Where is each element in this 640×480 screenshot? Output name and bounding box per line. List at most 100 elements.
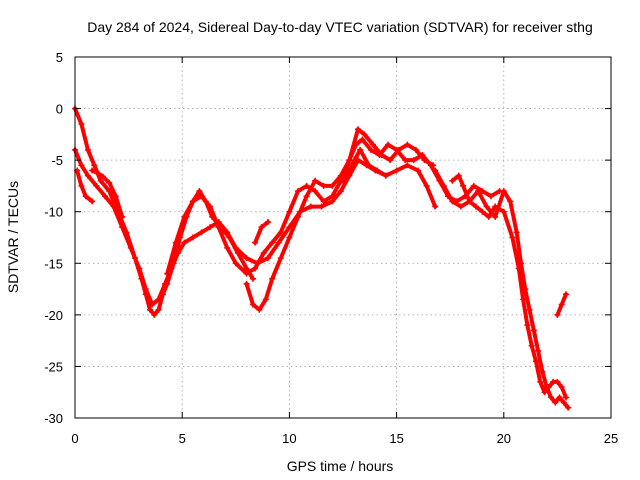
data-point-marker — [460, 182, 467, 189]
data-point-marker — [337, 188, 344, 195]
data-point-marker — [479, 208, 486, 215]
data-point-marker — [556, 394, 563, 401]
x-tick-label: 25 — [604, 431, 618, 446]
data-point-marker — [136, 265, 143, 272]
data-point-marker — [507, 198, 514, 205]
y-tick-label: 0 — [56, 102, 63, 117]
data-point-marker — [252, 265, 259, 272]
series-line — [165, 137, 502, 276]
data-point-marker — [404, 141, 411, 148]
data-point-marker — [393, 167, 400, 174]
data-point-marker — [329, 182, 336, 189]
data-point-marker — [359, 136, 366, 143]
grid-lines — [75, 57, 611, 418]
data-point-marker — [554, 378, 561, 385]
data-point-marker — [455, 172, 462, 179]
series-markers — [252, 219, 271, 246]
data-point-marker — [84, 146, 91, 153]
data-point-marker — [91, 162, 98, 169]
data-point-marker — [258, 224, 265, 231]
data-point-marker — [355, 126, 362, 133]
plot-frame — [74, 56, 612, 419]
series-markers — [449, 172, 569, 401]
data-point-marker — [337, 172, 344, 179]
data-series — [72, 105, 572, 411]
data-point-marker — [277, 255, 284, 262]
series-line — [75, 168, 95, 204]
data-point-marker — [402, 157, 409, 164]
data-point-marker — [189, 234, 196, 241]
series-line — [450, 173, 568, 400]
x-tick-label: 0 — [71, 431, 78, 446]
data-point-marker — [475, 188, 482, 195]
data-point-marker — [449, 177, 456, 184]
data-point-marker — [78, 182, 85, 189]
data-point-marker — [249, 275, 256, 282]
data-point-marker — [487, 193, 494, 200]
y-tick-label: 5 — [56, 50, 63, 65]
x-tick-label: 5 — [179, 431, 186, 446]
data-point-marker — [264, 219, 271, 226]
data-point-marker — [174, 249, 181, 256]
data-point-marker — [99, 173, 106, 180]
data-point-marker — [466, 198, 473, 205]
series-markers — [164, 136, 503, 277]
data-point-marker — [232, 260, 239, 267]
y-tick-label: -30 — [44, 411, 63, 426]
data-point-marker — [89, 167, 96, 174]
data-point-marker — [415, 167, 422, 174]
series-line — [341, 147, 388, 183]
data-point-marker — [558, 301, 565, 308]
series-markers — [89, 167, 126, 220]
data-point-marker — [562, 394, 569, 401]
series-line — [244, 127, 435, 312]
series-markers — [340, 146, 389, 184]
data-point-marker — [181, 239, 188, 246]
data-point-marker — [346, 157, 353, 164]
data-point-marker — [385, 141, 392, 148]
data-point-marker — [307, 203, 314, 210]
data-point-marker — [457, 203, 464, 210]
series-markers — [432, 167, 572, 411]
data-point-marker — [329, 193, 336, 200]
data-point-marker — [155, 296, 162, 303]
data-point-marker — [560, 399, 567, 406]
data-point-marker — [149, 301, 156, 308]
data-point-marker — [470, 182, 477, 189]
data-point-marker — [432, 167, 439, 174]
data-point-marker — [340, 177, 346, 184]
data-point-marker — [119, 213, 126, 220]
data-point-marker — [382, 172, 389, 179]
data-point-marker — [515, 265, 522, 272]
data-point-marker — [286, 224, 293, 231]
data-point-marker — [524, 322, 531, 329]
y-tick-label: -10 — [44, 205, 63, 220]
data-point-marker — [552, 399, 559, 406]
data-point-marker — [249, 301, 256, 308]
data-point-marker — [387, 157, 394, 164]
data-point-marker — [198, 193, 205, 200]
data-point-marker — [318, 203, 325, 210]
data-point-marker — [430, 162, 437, 169]
data-point-marker — [102, 193, 109, 200]
data-point-marker — [269, 239, 276, 246]
data-point-marker — [562, 291, 569, 298]
data-point-marker — [539, 368, 546, 375]
data-point-marker — [112, 193, 119, 200]
data-point-marker — [189, 198, 196, 205]
data-point-marker — [78, 121, 85, 128]
data-point-marker — [243, 265, 250, 272]
data-point-marker — [264, 255, 271, 262]
data-point-marker — [357, 146, 364, 153]
data-point-marker — [78, 162, 85, 169]
data-point-marker — [119, 224, 126, 231]
data-point-marker — [224, 244, 231, 251]
data-point-marker — [312, 177, 319, 184]
data-point-marker — [286, 234, 293, 241]
data-point-marker — [106, 179, 113, 186]
data-point-marker — [256, 306, 263, 313]
data-point-marker — [423, 182, 430, 189]
data-point-marker — [565, 404, 572, 411]
data-point-marker — [303, 182, 310, 189]
